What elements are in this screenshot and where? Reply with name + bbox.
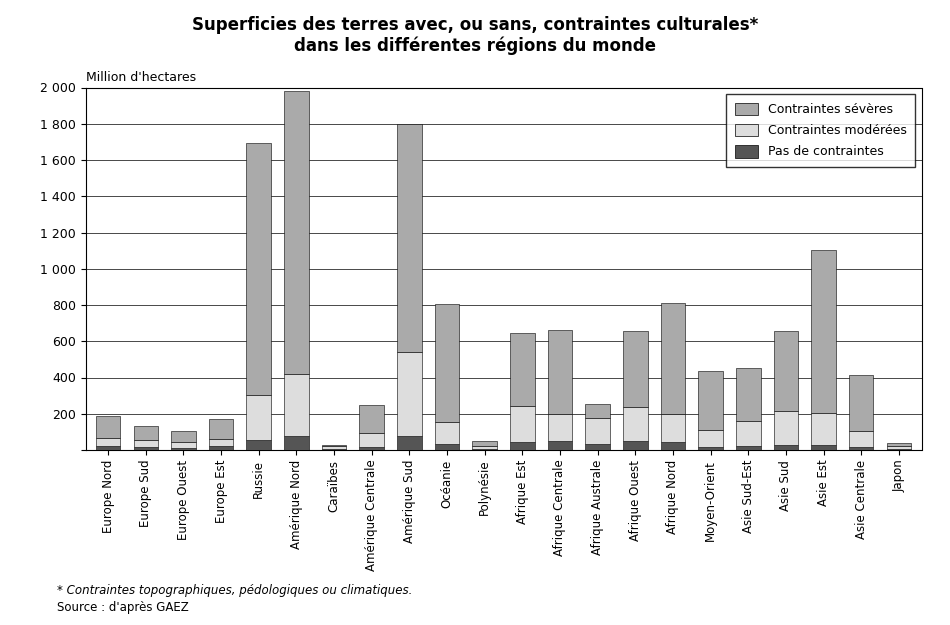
Bar xyxy=(246,440,271,450)
Bar xyxy=(660,414,685,442)
Bar xyxy=(773,411,798,444)
Bar xyxy=(585,444,610,450)
Bar xyxy=(472,441,497,446)
Bar xyxy=(773,444,798,450)
Bar xyxy=(284,374,309,436)
Text: Source : d'après GAEZ: Source : d'après GAEZ xyxy=(57,601,189,614)
Bar xyxy=(435,444,459,450)
Bar xyxy=(322,446,347,449)
Bar xyxy=(736,446,761,450)
Bar xyxy=(736,421,761,446)
Bar xyxy=(472,449,497,450)
Bar xyxy=(585,404,610,418)
Text: * Contraintes topographiques, pédologiques ou climatiques.: * Contraintes topographiques, pédologiqu… xyxy=(57,584,412,597)
Bar xyxy=(811,444,836,450)
Bar xyxy=(359,405,384,433)
Bar xyxy=(886,443,911,446)
Bar xyxy=(548,441,572,450)
Bar xyxy=(246,395,271,440)
Bar xyxy=(209,419,234,439)
Bar xyxy=(209,446,234,450)
Bar xyxy=(246,142,271,395)
Bar xyxy=(472,446,497,449)
Bar xyxy=(510,333,535,406)
Bar xyxy=(284,436,309,450)
Bar xyxy=(623,441,648,450)
Bar xyxy=(811,413,836,444)
Bar xyxy=(736,368,761,421)
Bar xyxy=(585,418,610,444)
Bar xyxy=(698,431,723,447)
Bar xyxy=(397,436,422,450)
Bar xyxy=(96,438,121,446)
Bar xyxy=(623,408,648,441)
Bar xyxy=(849,375,873,431)
Bar xyxy=(134,426,158,440)
Text: Million d'hectares: Million d'hectares xyxy=(86,71,196,84)
Bar xyxy=(811,250,836,413)
Bar xyxy=(359,447,384,450)
Bar xyxy=(510,406,535,442)
Bar xyxy=(284,91,309,374)
Legend: Contraintes sévères, Contraintes modérées, Pas de contraintes: Contraintes sévères, Contraintes modérée… xyxy=(727,94,915,167)
Bar xyxy=(435,422,459,444)
Bar xyxy=(397,352,422,436)
Bar xyxy=(849,447,873,450)
Bar xyxy=(849,431,873,447)
Bar xyxy=(435,304,459,422)
Bar xyxy=(134,448,158,450)
Bar xyxy=(134,440,158,448)
Bar xyxy=(886,446,911,449)
Bar xyxy=(886,449,911,450)
Bar xyxy=(660,303,685,414)
Bar xyxy=(359,433,384,447)
Bar xyxy=(548,414,572,441)
Bar xyxy=(773,331,798,411)
Bar xyxy=(171,431,196,442)
Bar xyxy=(96,446,121,450)
Bar xyxy=(96,416,121,438)
Bar xyxy=(548,331,572,414)
Bar xyxy=(623,331,648,408)
Bar xyxy=(660,442,685,450)
Bar xyxy=(322,444,347,446)
Bar xyxy=(698,371,723,431)
Bar xyxy=(510,442,535,450)
Bar xyxy=(397,124,422,352)
Bar xyxy=(209,439,234,446)
Bar xyxy=(171,442,196,448)
Bar xyxy=(171,448,196,450)
Bar xyxy=(698,447,723,450)
Bar xyxy=(322,449,347,450)
Text: Superficies des terres avec, ou sans, contraintes culturales*
dans les différent: Superficies des terres avec, ou sans, co… xyxy=(192,16,758,55)
